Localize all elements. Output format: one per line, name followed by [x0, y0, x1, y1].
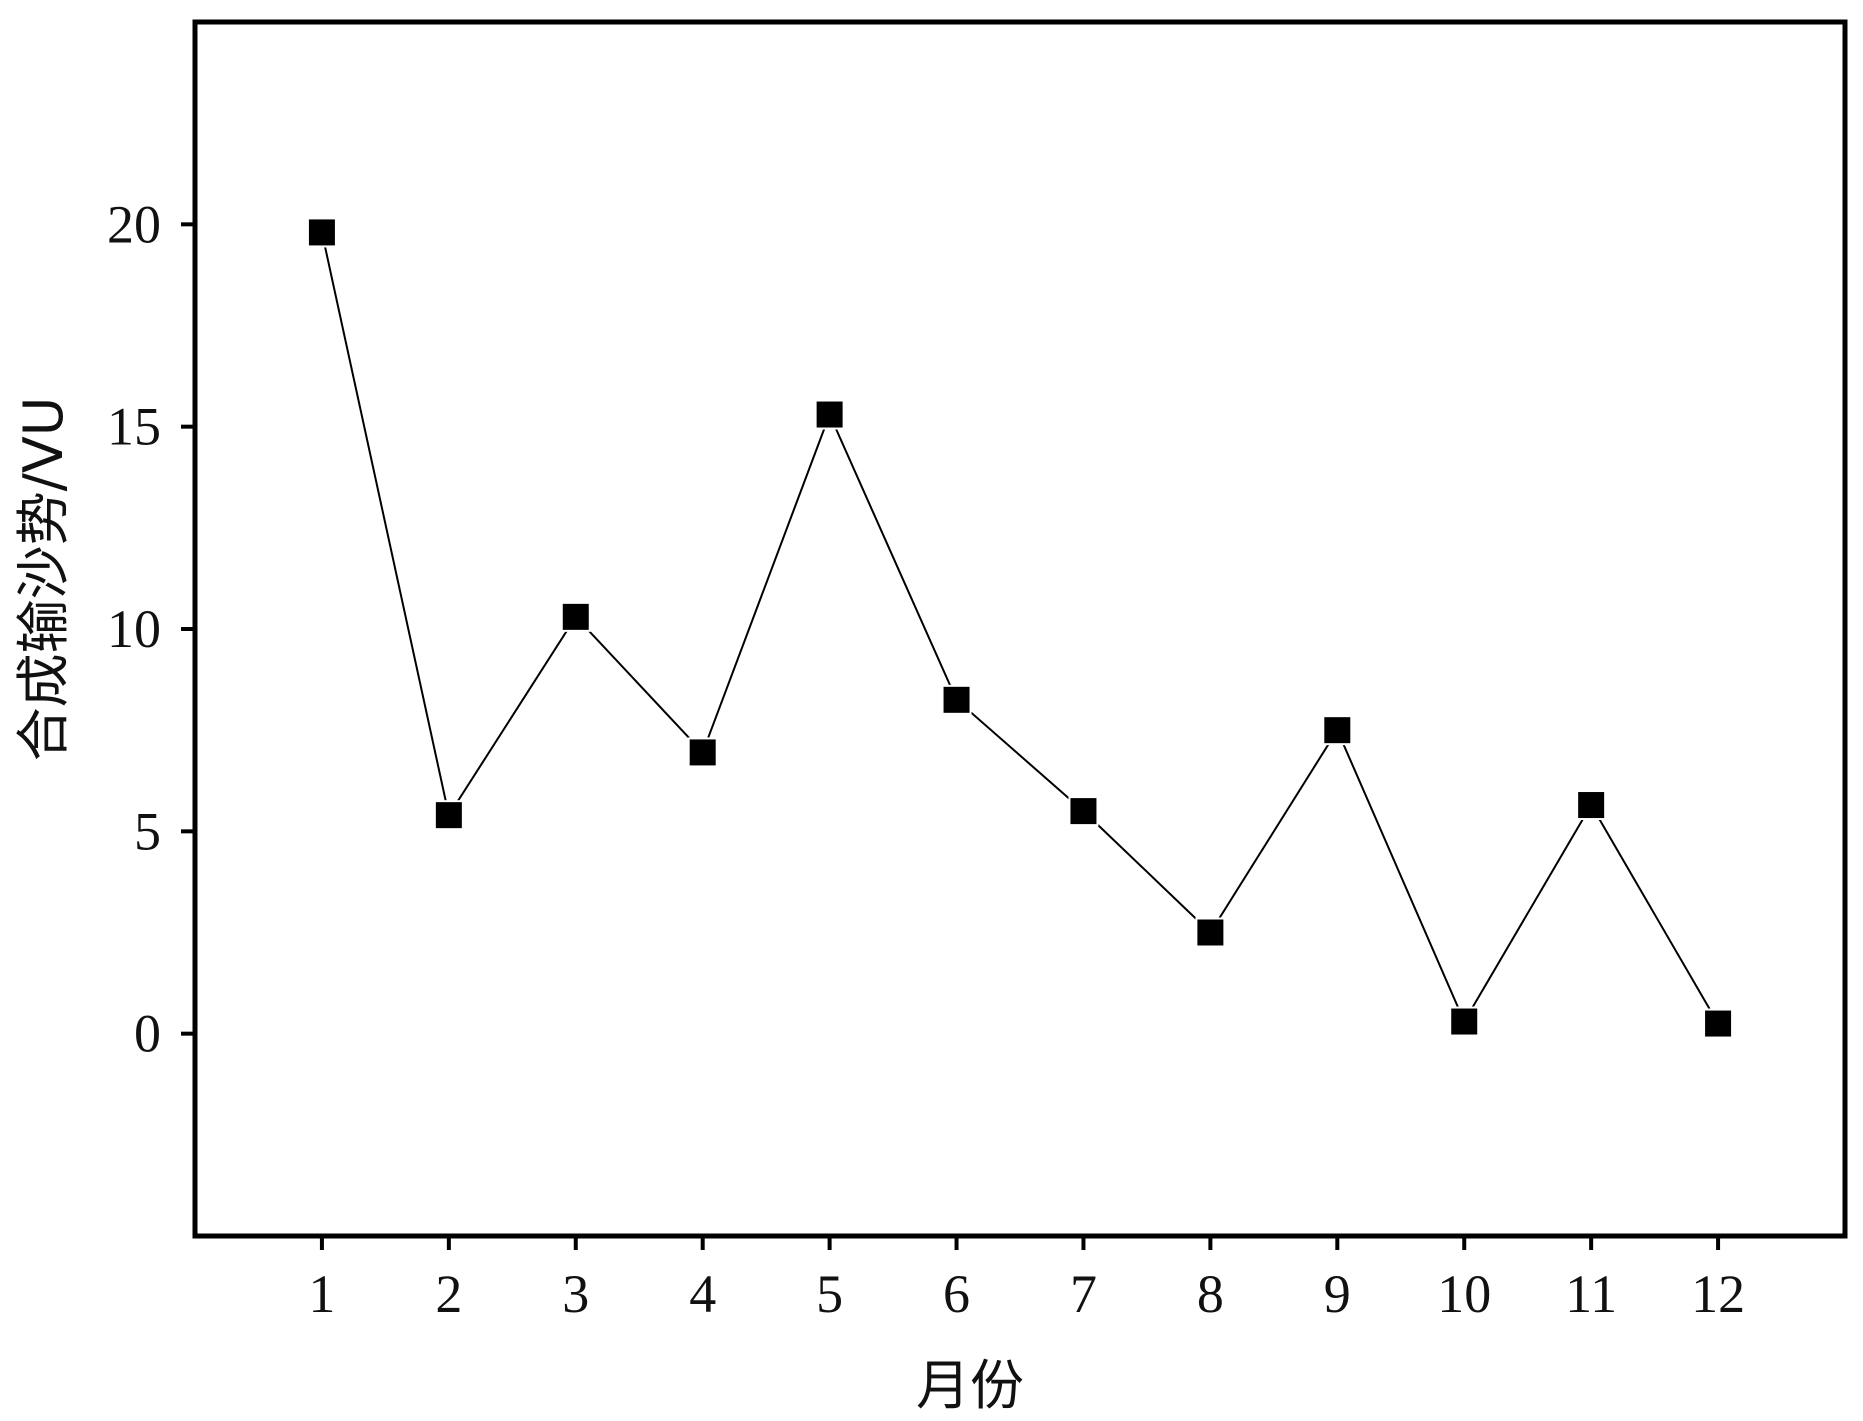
x-tick-label: 1 [308, 1264, 335, 1324]
plot-frame [192, 19, 1848, 1239]
data-point [306, 217, 337, 248]
x-tick-label: 4 [689, 1264, 716, 1324]
x-tick-label: 6 [943, 1264, 970, 1324]
y-tick-label: 20 [107, 194, 161, 254]
data-point [433, 800, 464, 831]
x-tick-label: 9 [1324, 1264, 1351, 1324]
data-point [1322, 715, 1353, 746]
data-point [1576, 790, 1607, 821]
y-tick-label: 10 [107, 599, 161, 659]
y-axis: 0 5 10 15 20 [107, 194, 195, 1064]
x-tick-label: 11 [1565, 1264, 1617, 1324]
x-tick-label: 8 [1197, 1264, 1224, 1324]
y-tick-label: 5 [134, 801, 161, 861]
data-point [1068, 796, 1099, 827]
data-point [941, 684, 972, 715]
data-point [687, 737, 718, 768]
y-tick-label: 0 [134, 1004, 161, 1064]
y-axis-title: 合成输沙势/VU [12, 397, 75, 762]
x-tick-label: 2 [435, 1264, 462, 1324]
x-axis: 1 2 3 4 5 6 7 8 9 10 11 12 [308, 1236, 1745, 1324]
x-tick-label: 10 [1437, 1264, 1491, 1324]
x-tick-label: 5 [816, 1264, 843, 1324]
series-line [320, 232, 1719, 1025]
x-tick-label: 3 [562, 1264, 589, 1324]
data-point [1195, 917, 1226, 948]
data-point [814, 399, 845, 430]
x-tick-label: 12 [1691, 1264, 1745, 1324]
data-point [1703, 1008, 1734, 1039]
y-tick-label: 15 [107, 397, 161, 457]
x-axis-title: 月份 [916, 1354, 1024, 1417]
data-point [1449, 1006, 1480, 1037]
x-tick-label: 7 [1070, 1264, 1097, 1324]
data-point [560, 601, 591, 632]
data-markers [306, 217, 1734, 1039]
